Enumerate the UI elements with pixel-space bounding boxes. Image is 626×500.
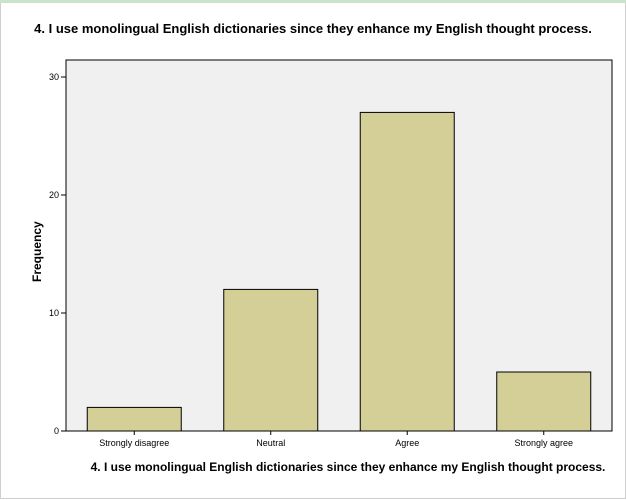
bar-strongly-disagree [86,406,182,432]
y-tick-label: 30 [49,72,59,82]
bars [86,111,592,432]
x-tick-label: Strongly agree [514,438,573,448]
top-accent-bar [0,0,626,3]
x-tick-label: Neutral [256,438,285,448]
y-tick-label: 0 [54,426,59,436]
bar-agree [359,111,455,432]
bar-strongly-agree [496,371,592,432]
chart-title: 4. I use monolingual English dictionarie… [34,21,592,36]
y-tick-label: 10 [49,308,59,318]
x-axis-label: 4. I use monolingual English dictionarie… [90,460,606,474]
y-tick-label: 20 [49,190,59,200]
plot-area [65,59,613,432]
bar-neutral [223,288,319,432]
y-axis-label: Frequency [30,221,44,282]
x-tick-label: Strongly disagree [99,438,169,448]
x-axis: Strongly disagree Neutral Agree Strongly ag… [99,431,573,448]
x-tick-label: Agree [395,438,419,448]
y-axis: 0 10 20 30 [49,72,66,436]
